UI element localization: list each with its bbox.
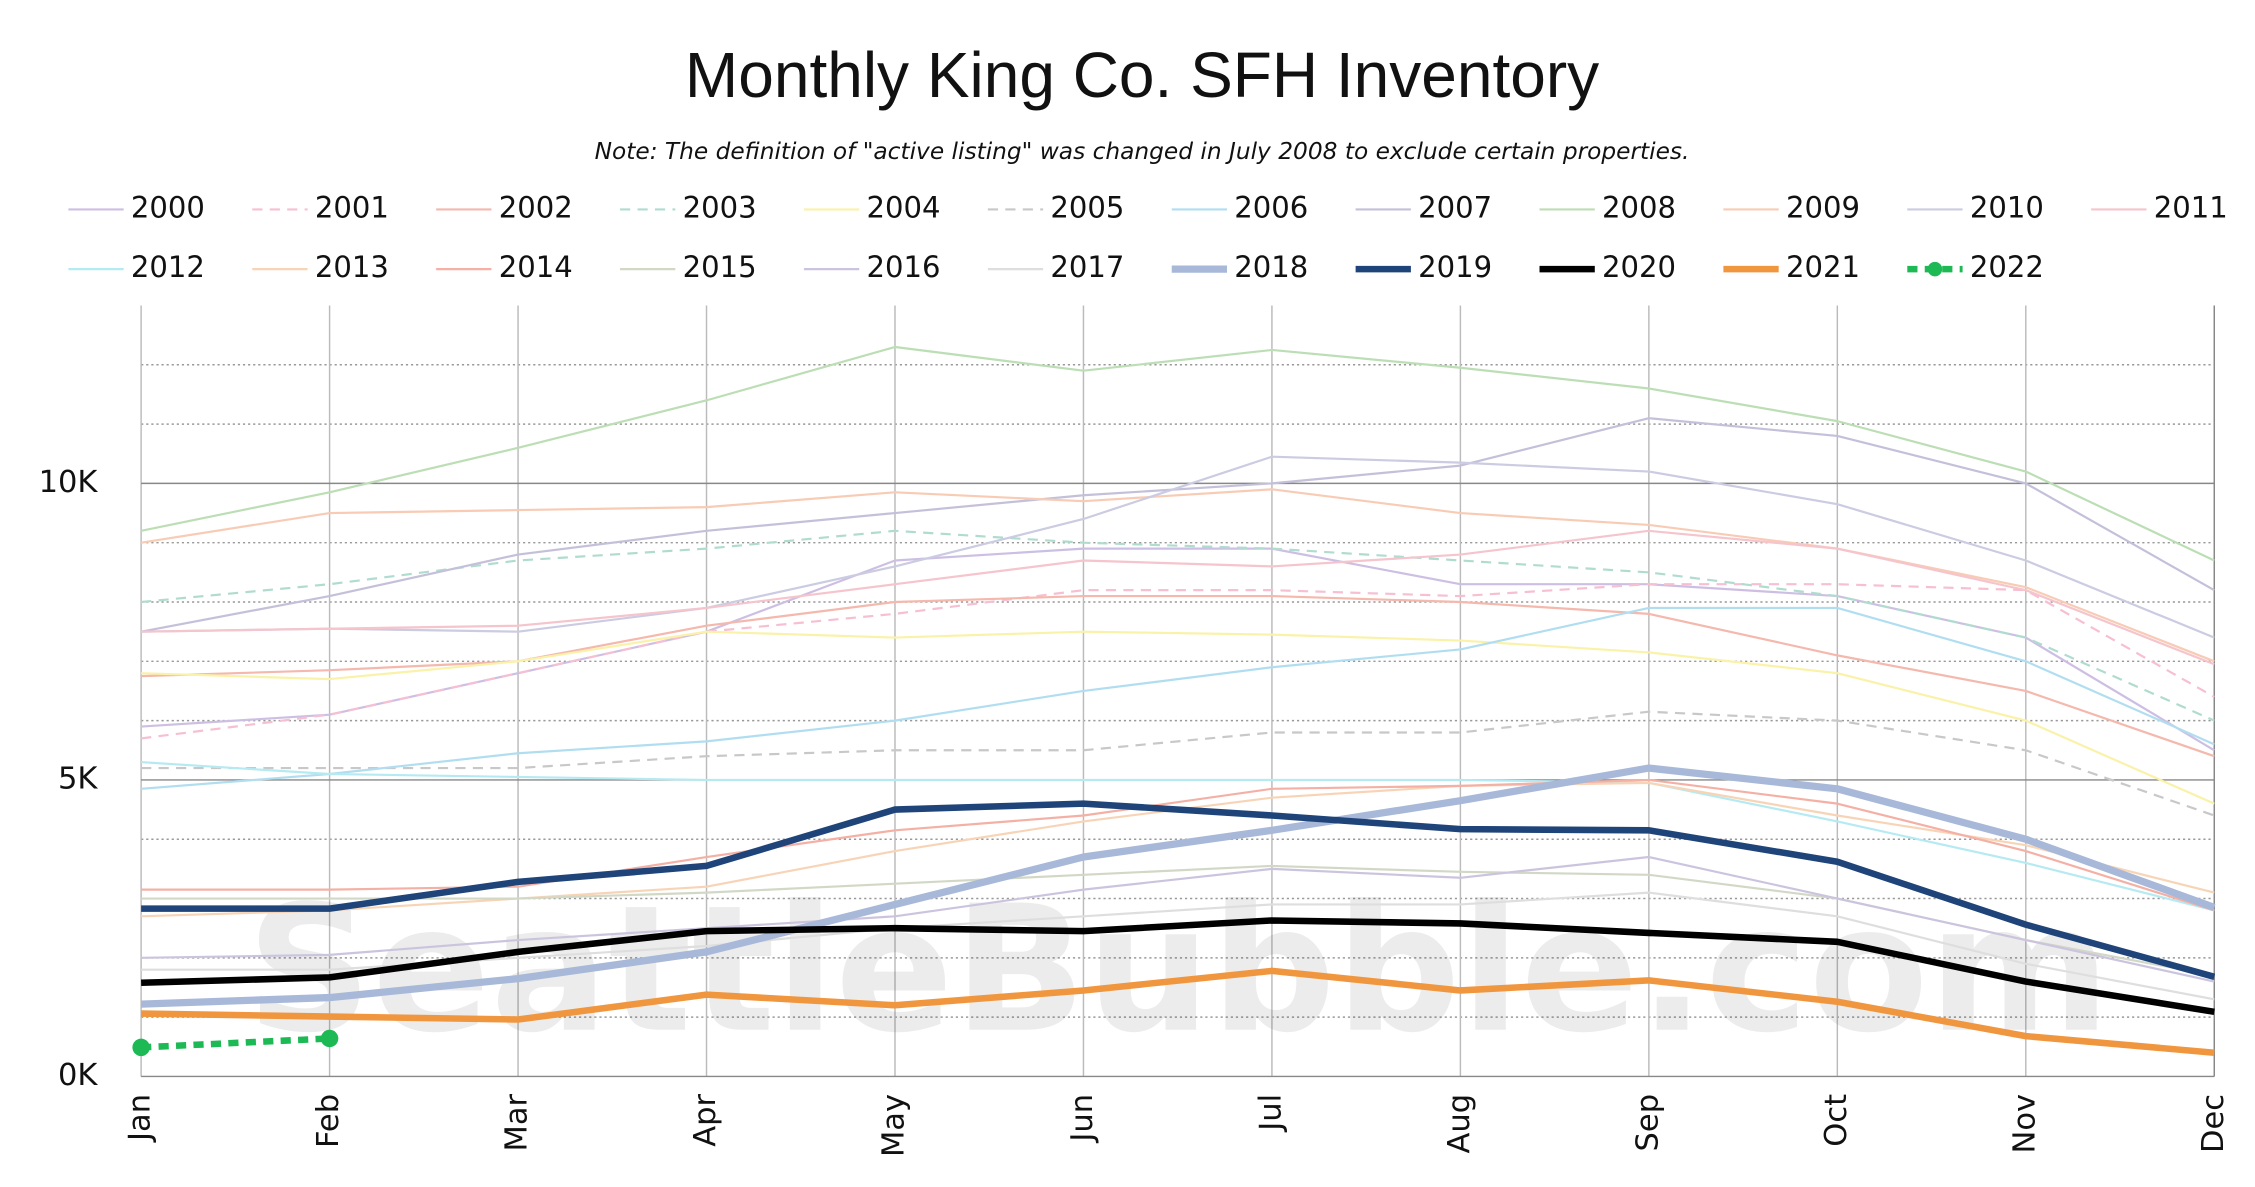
x-tick-label: Aug xyxy=(1442,1094,1477,1154)
legend-label: 2001 xyxy=(315,190,389,224)
chart-subtitle: Note: The definition of "active listing"… xyxy=(595,138,1690,165)
legend-label: 2021 xyxy=(1786,250,1860,284)
series-line xyxy=(140,345,2215,562)
legend-label: 2020 xyxy=(1602,250,1676,284)
x-tick-label: Mar xyxy=(500,1093,535,1151)
series-line xyxy=(141,529,2215,666)
x-tick-label: Oct xyxy=(1819,1094,1854,1147)
x-tick-label: Sep xyxy=(1630,1094,1665,1152)
x-tick-label: Feb xyxy=(311,1094,346,1148)
legend-label: 2015 xyxy=(683,250,757,284)
legend-marker xyxy=(1927,261,1943,277)
legend-label: 2016 xyxy=(867,250,941,284)
series-line xyxy=(141,917,2215,1016)
x-tick-label: Apr xyxy=(688,1093,723,1146)
y-tick-label: 10K xyxy=(39,465,99,500)
x-tick-label: May xyxy=(876,1094,911,1157)
legend-label: 2009 xyxy=(1786,190,1860,224)
legend-label: 2018 xyxy=(1234,250,1308,284)
series-line xyxy=(140,488,2215,663)
series-line xyxy=(141,606,2215,790)
series-line xyxy=(141,710,2215,817)
series-marker xyxy=(132,1038,150,1057)
legend-label: 2010 xyxy=(1970,190,2044,224)
legend-label: 2017 xyxy=(1050,250,1124,284)
series-line xyxy=(140,1035,330,1051)
series-line xyxy=(141,761,2215,912)
legend-label: 2002 xyxy=(499,190,573,224)
y-tick-label: 5K xyxy=(58,761,98,796)
x-tick-label: Jan xyxy=(123,1094,158,1143)
series-line xyxy=(141,891,2215,1001)
legend-label: 2000 xyxy=(131,190,205,224)
series-line xyxy=(141,855,2215,983)
x-tick-label: Nov xyxy=(2007,1094,2042,1154)
legend-label: 2013 xyxy=(315,250,389,284)
x-tick-label: Jun xyxy=(1065,1094,1100,1144)
legend-label: 2005 xyxy=(1050,190,1124,224)
legend-label: 2003 xyxy=(683,190,757,224)
legend-label: 2006 xyxy=(1234,190,1308,224)
chart-title: Monthly King Co. SFH Inventory xyxy=(685,39,1599,111)
series-marker xyxy=(320,1029,339,1048)
legend-label: 2014 xyxy=(499,250,573,284)
legend-label: 2004 xyxy=(867,190,941,224)
legend-label: 2012 xyxy=(131,250,205,284)
legend-label: 2022 xyxy=(1970,250,2044,284)
legend-label: 2019 xyxy=(1418,250,1492,284)
series-line xyxy=(141,594,2215,758)
series-line xyxy=(140,764,2216,1008)
x-tick-label: Jul xyxy=(1253,1094,1288,1133)
series-line xyxy=(141,455,2215,639)
x-tick-label: Dec xyxy=(2196,1094,2231,1153)
series-line xyxy=(141,800,2216,980)
series-line xyxy=(140,583,2215,740)
y-tick-label: 0K xyxy=(58,1058,98,1093)
series-line xyxy=(141,630,2215,805)
series-line xyxy=(141,529,2215,722)
legend-label: 2007 xyxy=(1418,190,1492,224)
series-line xyxy=(140,417,2215,633)
series-line xyxy=(141,967,2215,1056)
legend-label: 2008 xyxy=(1602,190,1676,224)
legend-label: 2011 xyxy=(2154,190,2228,224)
